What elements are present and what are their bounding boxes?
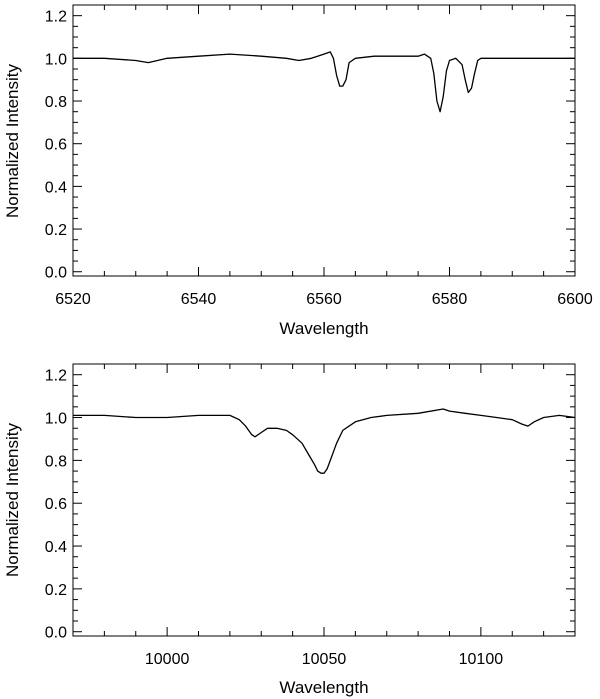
bottom-spectrum-panel: 0.0 0.2 0.4 0.6 0.8 1.0 1.2 10000 10050 10100 Wave… [3, 363, 576, 697]
y-tick-label: 1.2 [45, 9, 67, 26]
y-tick-label: 0.0 [45, 625, 67, 642]
x-tick-label: 10050 [302, 651, 347, 668]
y-tick-label: 0.8 [45, 94, 67, 111]
y-axis-title: Normalized Intensity [3, 64, 22, 219]
y-tick-label: 0.2 [45, 222, 67, 239]
y-tick-label: 1.2 [45, 368, 67, 385]
x-tick-label: 10100 [459, 651, 504, 668]
top-spectrum-panel: 0.0 0.2 0.4 0.6 0.8 1.0 1.2 6520 6540 6560 6580 660… [3, 4, 593, 338]
spectrum-line [73, 408, 576, 474]
x-tick-label: 10000 [145, 651, 190, 668]
x-tick-label: 6540 [181, 291, 217, 308]
y-tick-label: 1.0 [45, 411, 67, 428]
x-axis-title: Wavelength [279, 319, 368, 338]
y-tick-label: 0.4 [45, 179, 67, 196]
spectrum-line [73, 51, 575, 113]
x-axis-title: Wavelength [279, 678, 368, 697]
y-tick-label: 1.0 [45, 51, 67, 68]
x-tick-label: 6560 [306, 291, 342, 308]
y-tick-label: 0.6 [45, 137, 67, 154]
y-axis-title: Normalized Intensity [3, 423, 22, 578]
y-tick-label: 0.8 [45, 453, 67, 470]
plot-frame [72, 363, 576, 637]
y-tick-label: 0.6 [45, 496, 67, 513]
x-tick-label: 6520 [55, 291, 91, 308]
x-tick-label: 6600 [557, 291, 593, 308]
y-tick-label: 0.0 [45, 265, 67, 282]
x-tick-label: 6580 [432, 291, 468, 308]
y-tick-label: 0.2 [45, 582, 67, 599]
plot-frame [72, 4, 576, 277]
y-tick-label: 0.4 [45, 539, 67, 556]
